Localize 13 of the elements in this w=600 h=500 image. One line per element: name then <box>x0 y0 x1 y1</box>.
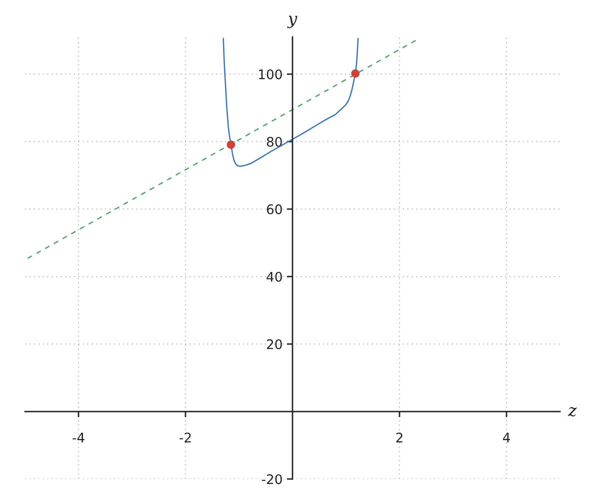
x-tick-label: 2 <box>396 432 402 442</box>
y-tick-label: 100 <box>259 69 282 80</box>
y-tick-label: 60 <box>266 204 282 214</box>
y-tick-label: 40 <box>266 272 282 282</box>
x-axis-title: z <box>568 407 577 417</box>
x-tick-label: 4 <box>502 432 510 442</box>
x-tick-label: -2 <box>180 432 191 442</box>
x-tick-label: -4 <box>72 432 84 442</box>
y-tick-label: -20 <box>262 474 282 484</box>
y-tick-label: 80 <box>266 136 282 147</box>
y-axis-title: y <box>287 16 298 28</box>
line-series <box>222 38 359 167</box>
y-tick-label: 20 <box>266 339 282 350</box>
